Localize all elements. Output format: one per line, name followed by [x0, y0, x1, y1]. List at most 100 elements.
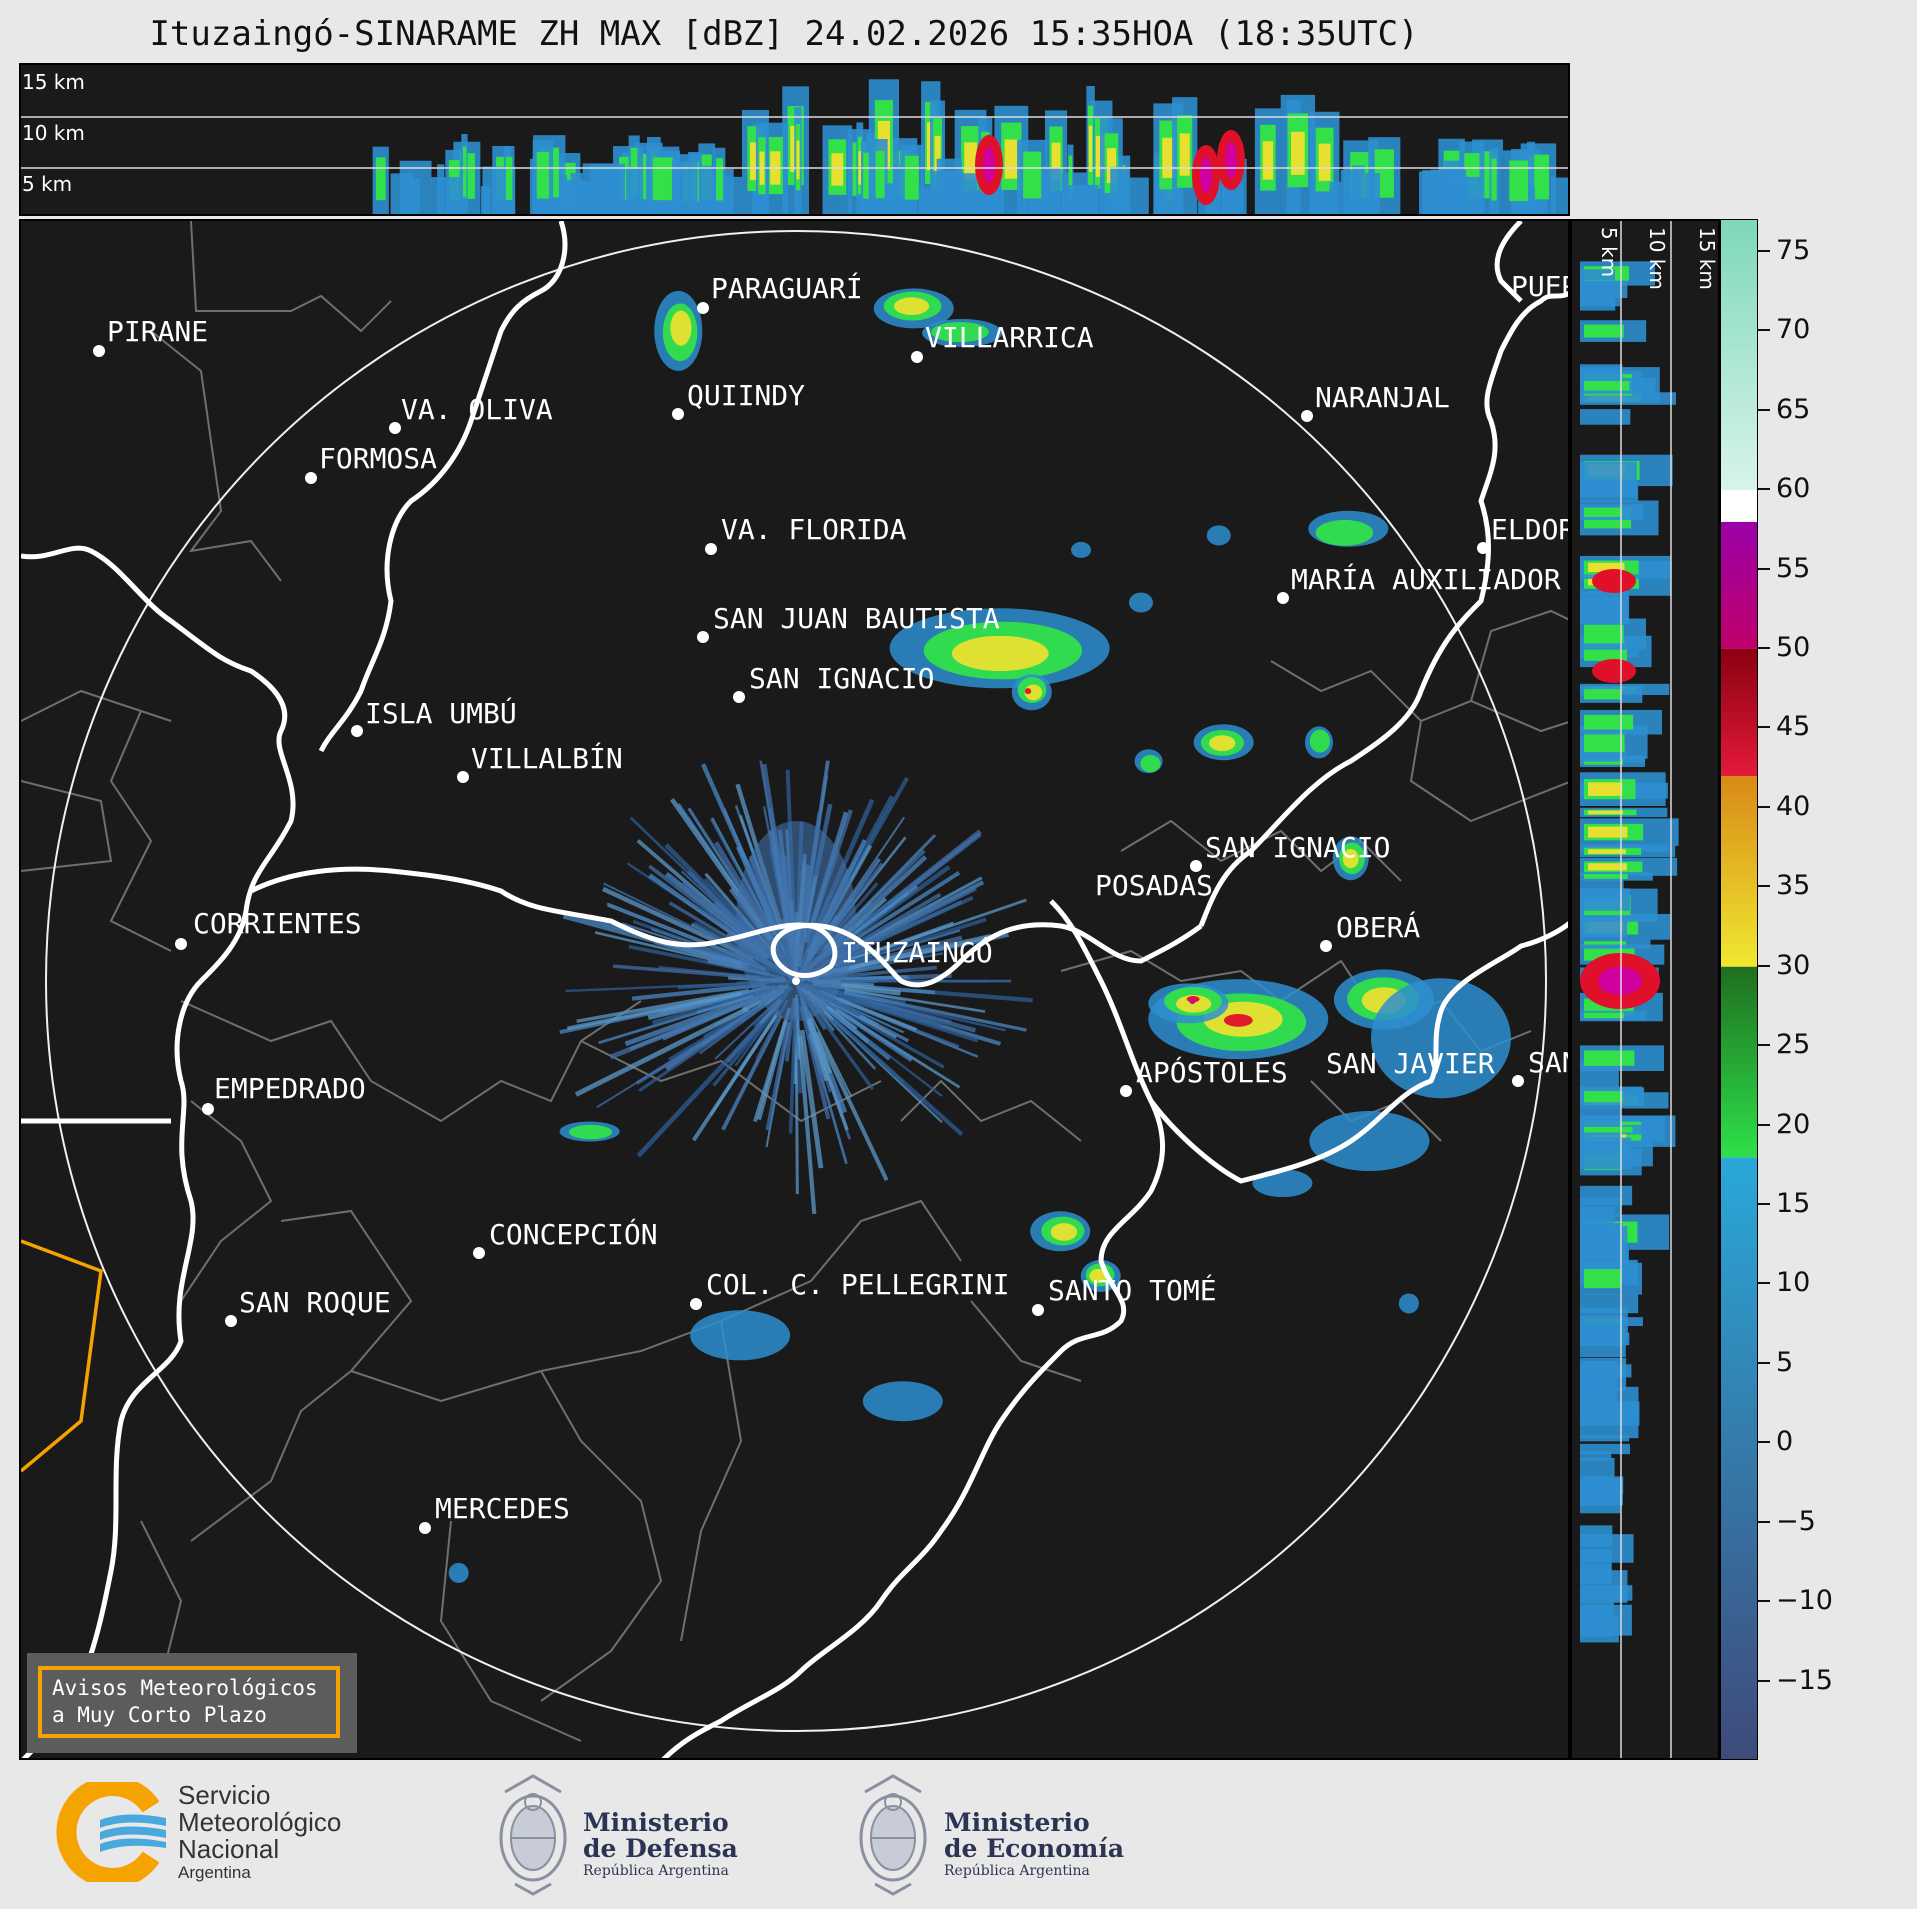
echo-cell — [831, 153, 844, 186]
colorbar-tick-label: 50 — [1776, 631, 1811, 663]
colorbar-tick-label: 55 — [1776, 552, 1811, 584]
echo-cell — [1580, 1315, 1624, 1334]
echo-cell — [828, 1001, 945, 1069]
footer-logos: Servicio Meteorológico Nacional Argentin… — [0, 1760, 1917, 1909]
echo-cell — [582, 163, 614, 214]
echo-cell — [1592, 659, 1636, 683]
echo-cell — [1584, 1126, 1633, 1133]
echo-cell — [753, 1020, 788, 1123]
echo-cell — [610, 166, 623, 214]
echo-cell — [1106, 148, 1116, 184]
city-label-san-javier: SAN JAVIER — [1326, 1047, 1495, 1080]
city-label-paraguari: PARAGUARÍ — [711, 271, 863, 305]
colorbar-tick-label: 20 — [1776, 1108, 1811, 1140]
defensa-logo-text: Ministerio de Defensa República Argentin… — [583, 1810, 738, 1880]
smn-line-1: Servicio — [178, 1780, 271, 1810]
defensa-line-3: República Argentina — [583, 1863, 729, 1879]
echo-cell — [931, 170, 964, 214]
echo-cell — [843, 990, 1027, 1032]
echo-cell — [1162, 137, 1175, 178]
colorbar-tick-label: −10 — [1776, 1585, 1833, 1617]
echo-cell — [1584, 1050, 1635, 1066]
echo-cell — [1580, 1435, 1630, 1442]
colorbar-tick-label: 60 — [1776, 473, 1811, 505]
defensa-line-2: de Defensa — [583, 1834, 738, 1863]
echo-cell — [893, 297, 930, 316]
echo-cell — [1024, 688, 1032, 695]
warning-line-1: Avisos Meteorológicos — [52, 1676, 318, 1700]
international-borders — [21, 221, 1568, 1758]
city-label-santo-tome: SANTO TOMÉ — [1048, 1273, 1217, 1307]
echo-cell — [410, 177, 420, 214]
echo-cell — [1329, 181, 1342, 214]
echo-cell — [788, 1019, 797, 1134]
echo-cell — [1290, 131, 1305, 175]
echo-cell — [765, 1021, 792, 1131]
city-labels: PIRANE PARAGUARÍ VILLARRICA QUIINDY VA. … — [93, 270, 1570, 1534]
echo-cell — [1580, 269, 1615, 281]
echo-cell — [844, 988, 986, 1013]
echo-cell — [1050, 1223, 1078, 1241]
colorbar-tick — [1758, 1600, 1770, 1603]
echo-cell — [1580, 1294, 1639, 1314]
echo-cell — [931, 322, 989, 343]
echo-cell — [576, 988, 750, 1024]
echo-cell — [1588, 849, 1627, 854]
colorbar-tick — [1758, 249, 1770, 252]
echo-cell — [904, 155, 919, 200]
warning-link[interactable]: Avisos Meteorológicos a Muy Corto Plazo — [38, 1666, 340, 1738]
colorbar-tick — [1758, 1123, 1770, 1126]
echo-cell — [831, 1017, 964, 1137]
smn-logo-text: Servicio Meteorológico Nacional Argentin… — [178, 1782, 341, 1883]
city-dot-san-roque — [225, 1315, 237, 1327]
city-label-villalbin: VILLALBÍN — [471, 741, 623, 775]
echo-cell — [1023, 151, 1042, 199]
echo-cell — [1068, 155, 1073, 200]
city-label-isla-umbu: ISLA UMBÚ — [365, 696, 517, 730]
colorbar-tick — [1758, 488, 1770, 491]
echo-cell — [736, 821, 856, 1021]
city-dot-corrientes — [175, 938, 187, 950]
colorbar-tick — [1758, 1361, 1770, 1364]
colorbar-tick — [1758, 964, 1770, 967]
echo-cell — [567, 991, 742, 1031]
city-dot-san-ignacio-ar — [1190, 860, 1202, 872]
city-label-mercedes: MERCEDES — [435, 1492, 570, 1525]
echo-cell — [612, 964, 759, 980]
smn-line-4: Argentina — [178, 1863, 251, 1882]
echo-cell — [1370, 978, 1511, 1099]
warning-line-2: a Muy Corto Plazo — [52, 1703, 267, 1728]
city-dot-apostoles — [1120, 1085, 1132, 1097]
echo-cell — [815, 1031, 889, 1182]
echo-cell — [1588, 863, 1627, 871]
city-dot-isla-umbu — [351, 725, 363, 737]
echo-cell — [536, 152, 549, 199]
colorbar-tick — [1758, 1282, 1770, 1285]
range-ring — [45, 230, 1547, 1732]
colorbar-tick-label: 75 — [1776, 234, 1811, 266]
smn-logo-icon — [56, 1782, 166, 1882]
echo-cell — [750, 142, 761, 181]
city-label-va-oliva: VA. OLIVA — [401, 393, 553, 426]
echo-cell — [1342, 848, 1359, 869]
echo-cell — [1580, 1476, 1624, 1495]
echo-cell — [602, 886, 755, 961]
colorbar-tick — [1758, 567, 1770, 570]
colorbar-tick-label: 5 — [1776, 1346, 1794, 1378]
city-dot-pirane — [93, 345, 105, 357]
echo-cell — [1584, 714, 1634, 730]
echo-cell — [636, 1022, 763, 1158]
echo-cell — [794, 1031, 799, 1195]
echo-cell — [375, 157, 386, 201]
echo-cell — [808, 1012, 853, 1098]
echo-cell — [1189, 998, 1196, 1005]
colorbar-tick-label: 40 — [1776, 790, 1811, 822]
echo-cell — [1580, 1185, 1633, 1206]
echo-cell — [716, 158, 724, 201]
city-dot-col-pellegrini — [690, 1298, 702, 1310]
echo-cell — [1580, 1137, 1632, 1170]
city-label-puer: PUER — [1511, 270, 1570, 303]
top-height-profile-panel: 15 km 10 km 5 km — [19, 63, 1570, 216]
radar-site-marker — [792, 977, 800, 985]
echo-cell — [1176, 995, 1212, 1013]
